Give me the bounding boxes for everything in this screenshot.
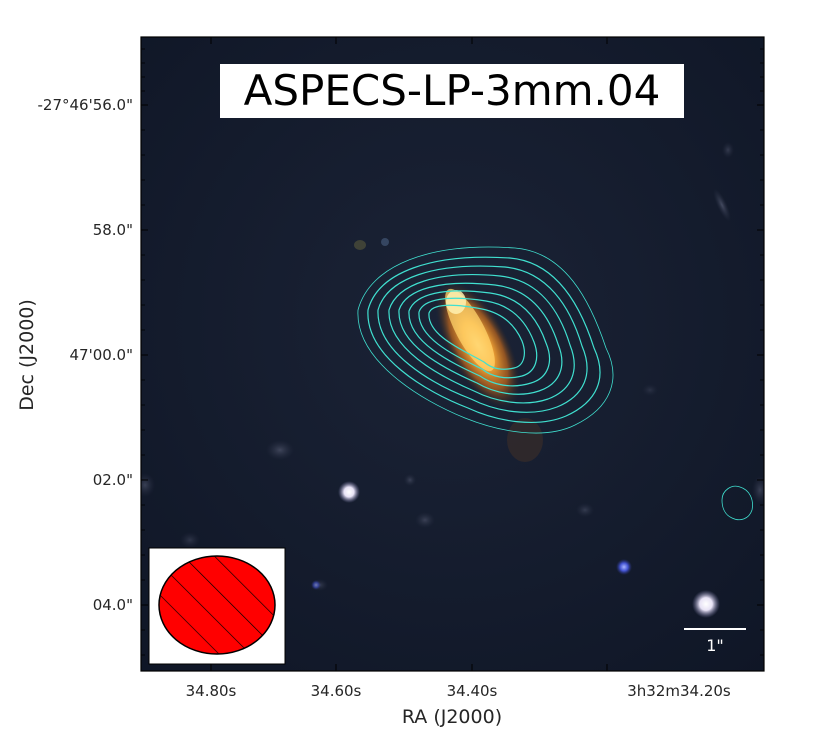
x-axis-title: RA (J2000) bbox=[402, 706, 502, 728]
axis-ticks bbox=[141, 37, 764, 671]
y-tick-label: 04.0" bbox=[93, 596, 133, 614]
star-source bbox=[338, 481, 360, 503]
y-axis-title: Dec (J2000) bbox=[16, 299, 38, 411]
y-tick-label: 02.0" bbox=[93, 471, 133, 489]
y-tick-label: -27°46'56.0" bbox=[37, 96, 133, 114]
star-source bbox=[692, 590, 720, 618]
y-tick-label: 58.0" bbox=[93, 221, 133, 239]
small-contour bbox=[721, 485, 753, 521]
x-tick-label: 34.80s bbox=[186, 682, 237, 700]
y-tick-label: 47'00.0" bbox=[69, 346, 133, 364]
x-tick-label: 34.60s bbox=[311, 682, 362, 700]
scale-bar-label: 1" bbox=[706, 636, 724, 655]
blue-source bbox=[616, 559, 632, 575]
x-tick-label: 3h32m34.20s bbox=[627, 682, 731, 700]
title-box bbox=[220, 64, 684, 118]
beam-ellipse bbox=[158, 555, 276, 655]
x-tick-label: 34.40s bbox=[447, 682, 498, 700]
contours bbox=[357, 246, 753, 521]
figure-title: ASPECS-LP-3mm.04 bbox=[244, 66, 661, 115]
minor-ticks bbox=[141, 48, 764, 656]
plot-frame bbox=[140, 36, 765, 672]
